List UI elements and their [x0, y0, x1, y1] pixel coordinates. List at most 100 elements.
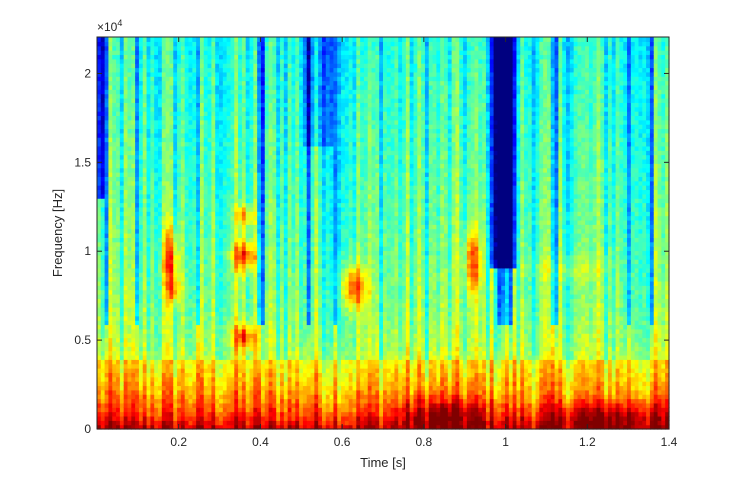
spectrogram-cell	[150, 359, 155, 365]
spectrogram-cell	[234, 158, 239, 164]
spectrogram-cell	[222, 211, 228, 217]
spectrogram-cell	[299, 267, 304, 273]
spectrogram-cell	[188, 411, 193, 417]
spectrogram-cell	[180, 54, 186, 60]
spectrogram-cell	[280, 80, 285, 86]
spectrogram-cell	[215, 276, 220, 282]
spectrogram-cell	[260, 37, 266, 42]
spectrogram-cell	[196, 80, 201, 86]
spectrogram-cell	[169, 193, 174, 199]
spectrogram-cell	[180, 385, 186, 391]
spectrogram-cell	[306, 241, 312, 247]
spectrogram-cell	[215, 341, 220, 347]
spectrogram-cell	[245, 50, 251, 56]
spectrogram-cell	[287, 289, 293, 295]
spectrogram-cell	[253, 354, 258, 360]
spectrogram-cell	[192, 41, 197, 47]
spectrogram-cell	[257, 372, 262, 378]
spectrogram-cell	[177, 102, 182, 108]
spectrogram-cell	[142, 250, 148, 256]
spectrogram-cell	[116, 106, 121, 112]
spectrogram-cell	[108, 241, 113, 247]
spectrogram-cell	[104, 198, 110, 204]
spectrogram-cell	[154, 93, 159, 99]
spectrogram-cell	[192, 381, 197, 387]
spectrogram-cell	[150, 420, 155, 426]
spectrogram-cell	[238, 328, 243, 334]
spectrogram-cell	[177, 202, 182, 208]
spectrogram-cell	[264, 215, 270, 221]
spectrogram-cell	[108, 254, 113, 260]
spectrogram-cell	[215, 219, 220, 225]
spectrogram-cell	[180, 341, 186, 347]
spectrogram-cell	[253, 237, 258, 243]
spectrogram-cell	[123, 424, 129, 430]
spectrogram-cell	[169, 315, 174, 321]
spectrogram-cell	[230, 163, 235, 169]
spectrogram-cell	[116, 307, 121, 312]
spectrogram-cell	[268, 407, 274, 413]
spectrogram-cell	[211, 58, 216, 64]
spectrogram-cell	[119, 124, 125, 130]
spectrogram-cell	[142, 237, 148, 243]
spectrogram-cell	[138, 102, 144, 108]
spectrogram-cell	[245, 97, 251, 103]
spectrogram-cell	[188, 241, 193, 247]
spectrogram-cell	[97, 198, 102, 204]
spectrogram-cell	[295, 285, 300, 291]
spectrogram-cell	[203, 93, 209, 99]
spectrogram-cell	[177, 185, 182, 191]
spectrogram-cell	[280, 328, 285, 334]
spectrogram-cell	[161, 363, 167, 369]
spectrogram-cell	[116, 337, 121, 343]
spectrogram-cell	[207, 276, 212, 282]
spectrogram-cell	[257, 241, 262, 247]
spectrogram-cell	[257, 293, 262, 299]
spectrogram-cell	[249, 285, 254, 291]
spectrogram-cell	[238, 137, 243, 143]
spectrogram-cell	[165, 363, 171, 369]
spectrogram-cell	[112, 241, 117, 247]
spectrogram-cell	[302, 359, 308, 365]
spectrogram-cell	[196, 71, 201, 77]
spectrogram-cell	[180, 211, 186, 217]
spectrogram-cell	[104, 293, 110, 299]
spectrogram-cell	[138, 407, 144, 413]
spectrogram-cell	[219, 67, 224, 73]
spectrogram-cell	[264, 141, 270, 147]
spectrogram-cell	[142, 172, 148, 177]
spectrogram-cell	[116, 372, 121, 378]
spectrogram-cell	[184, 198, 190, 204]
spectrogram-cell	[142, 150, 148, 156]
spectrogram-cell	[211, 228, 216, 234]
spectrogram-cell	[226, 320, 232, 326]
spectrogram-cell	[215, 111, 220, 116]
spectrogram-cell	[119, 89, 125, 95]
spectrogram-cell	[123, 193, 129, 199]
spectrogram-cell	[287, 320, 293, 326]
spectrogram-cell	[299, 84, 304, 90]
spectrogram-cell	[169, 394, 174, 400]
spectrogram-cell	[199, 385, 205, 391]
spectrogram-cell	[249, 346, 254, 352]
spectrogram-cell	[150, 376, 155, 382]
spectrogram-cell	[165, 311, 171, 317]
spectrogram-cell	[138, 128, 144, 134]
spectrogram-cell	[283, 311, 289, 317]
spectrogram-cell	[131, 163, 136, 169]
spectrogram-cell	[203, 320, 209, 326]
spectrogram-cell	[299, 368, 304, 373]
spectrogram-cell	[283, 293, 289, 299]
spectrogram-cell	[203, 189, 209, 195]
spectrogram-cell	[302, 154, 308, 160]
spectrogram-cell	[169, 411, 174, 417]
spectrogram-cell	[238, 307, 243, 312]
spectrogram-cell	[207, 246, 212, 252]
spectrogram-cell	[169, 320, 174, 326]
spectrogram-cell	[158, 84, 163, 90]
spectrogram-cell	[211, 206, 216, 212]
spectrogram-cell	[222, 307, 228, 312]
spectrogram-cell	[135, 137, 140, 143]
spectrogram-cell	[234, 76, 239, 82]
spectrogram-cell	[127, 289, 132, 295]
